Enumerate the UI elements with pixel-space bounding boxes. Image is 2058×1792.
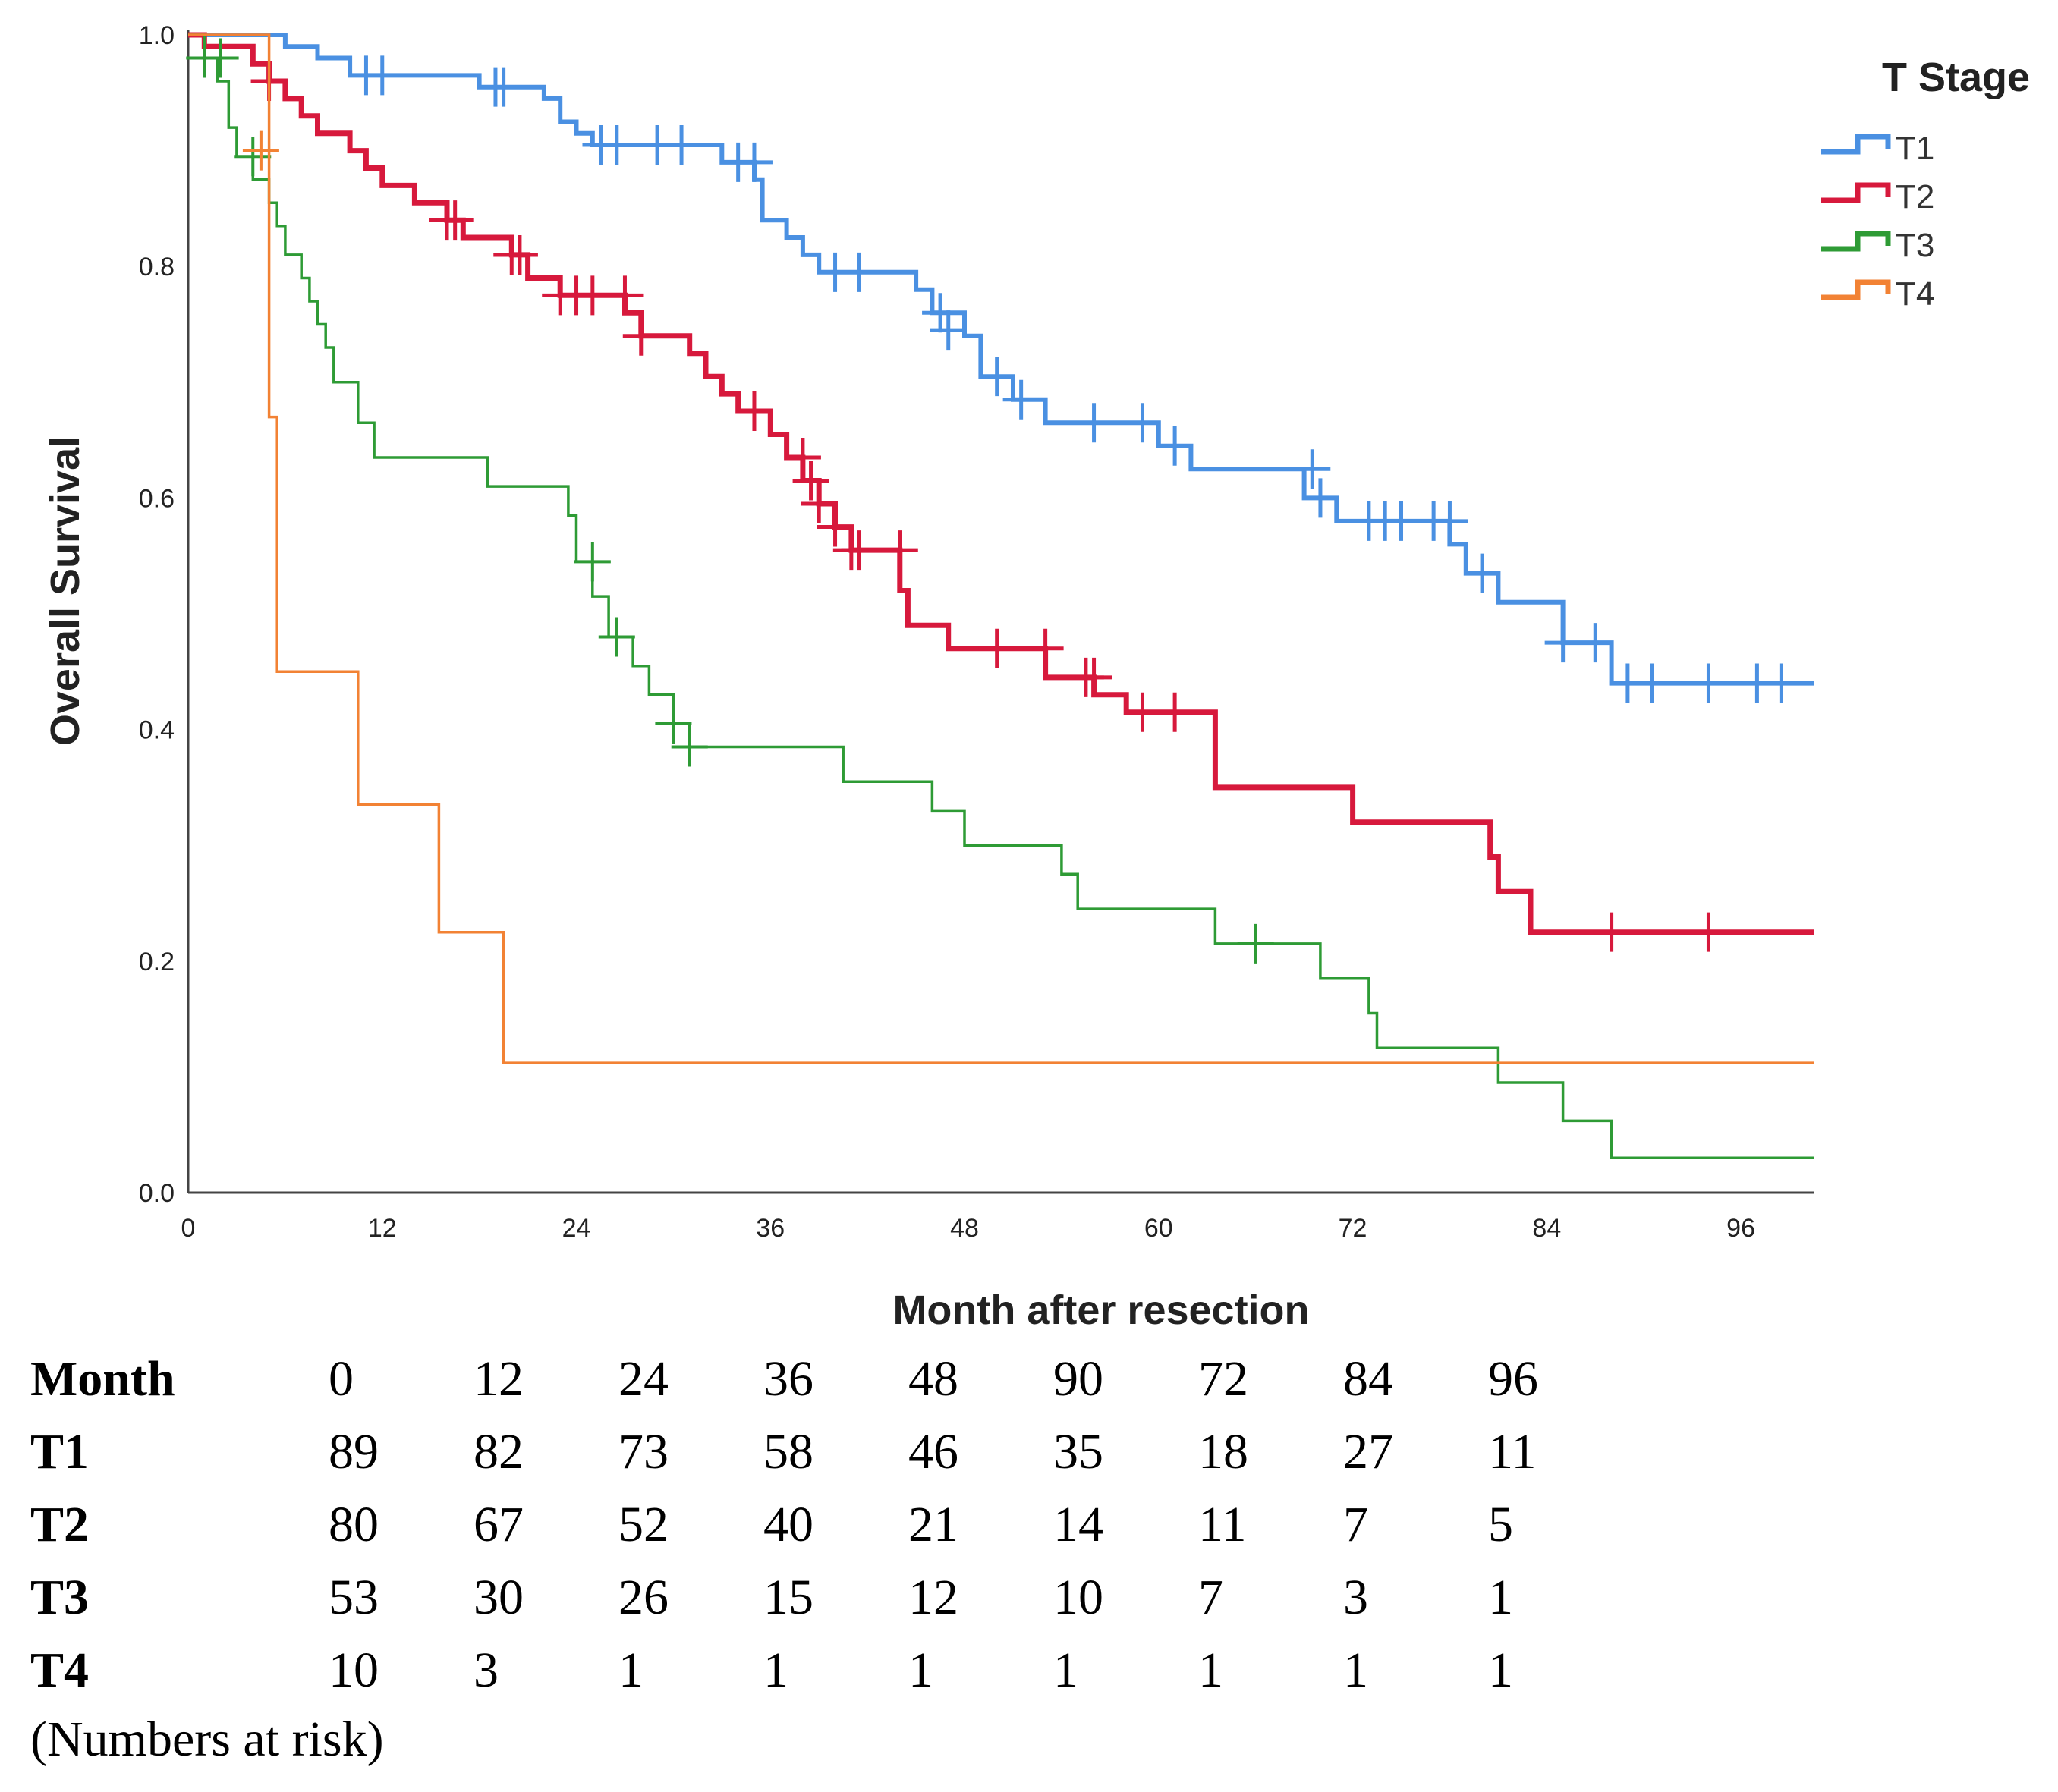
y-axis-title: Overall Survival <box>42 436 88 746</box>
risk-cell: 7 <box>1343 1497 1368 1552</box>
risk-cell: 1 <box>763 1643 788 1698</box>
x-tick-label: 84 <box>1532 1214 1561 1243</box>
risk-cell: 5 <box>1488 1497 1513 1552</box>
risk-cell: 46 <box>908 1424 958 1479</box>
risk-cell: 24 <box>618 1351 669 1407</box>
risk-cell: 36 <box>763 1351 813 1407</box>
km-survival-chart: 0 12 24 36 48 60 72 84 96 0.0 0.2 0.4 0.6 0.8 1.0 T St… <box>42 21 2030 1333</box>
risk-cell: 1 <box>1488 1570 1513 1625</box>
risk-cell: 11 <box>1488 1424 1537 1479</box>
legend-swatch-t4 <box>1821 279 1891 300</box>
legend-swatch-t2 <box>1821 182 1891 203</box>
risk-cell: 10 <box>329 1643 379 1698</box>
legend-label-t1: T1 <box>1896 130 1934 167</box>
risk-cell: 89 <box>329 1424 379 1479</box>
y-tick-label: 0.8 <box>139 253 175 281</box>
legend-label-t2: T2 <box>1896 178 1934 215</box>
risk-cell: 12 <box>908 1570 958 1625</box>
y-tick-label: 0.2 <box>139 948 175 976</box>
x-tick-label: 24 <box>562 1214 591 1243</box>
risk-cell: 72 <box>1198 1351 1248 1407</box>
risk-row-t2: T2 80 67 52 40 21 14 11 7 5 <box>30 1489 1633 1561</box>
x-tick-label: 48 <box>950 1214 979 1243</box>
risk-cell: 30 <box>474 1570 524 1625</box>
risk-cell: 18 <box>1198 1424 1248 1479</box>
legend-label-t4: T4 <box>1896 275 1934 313</box>
risk-cell: 1 <box>908 1643 933 1698</box>
risk-cell: 90 <box>1053 1351 1103 1407</box>
x-tick-label: 96 <box>1726 1214 1755 1243</box>
numbers-at-risk-table: Month 0 12 24 36 48 90 72 84 96 T1 89 82 73 58 46 35 18 27… <box>30 1343 1633 1707</box>
risk-cell: 1 <box>618 1643 644 1698</box>
risk-cell: 58 <box>763 1424 813 1479</box>
risk-cell: 73 <box>618 1424 669 1479</box>
risk-header-row: Month 0 12 24 36 48 90 72 84 96 <box>30 1343 1633 1416</box>
survival-curve-t1 <box>188 33 1814 686</box>
risk-cell: 84 <box>1343 1351 1393 1407</box>
risk-cell: 80 <box>329 1497 379 1552</box>
series-t1 <box>188 33 1814 703</box>
risk-cell: 3 <box>1343 1570 1368 1625</box>
x-tick-label: 0 <box>181 1214 196 1243</box>
survival-curve-t2 <box>188 32 1814 935</box>
risk-cell: 96 <box>1488 1351 1538 1407</box>
risk-cell: 0 <box>329 1351 354 1407</box>
risk-cell: 11 <box>1198 1497 1247 1552</box>
y-tick-label: 0.0 <box>139 1179 175 1208</box>
risk-row-label: Month <box>30 1351 175 1407</box>
risk-cell: 27 <box>1343 1424 1393 1479</box>
risk-cell: 40 <box>763 1497 813 1552</box>
risk-cell: 3 <box>474 1643 499 1698</box>
series-t4 <box>188 33 1814 1064</box>
risk-cell: 1 <box>1053 1643 1078 1698</box>
x-tick-label: 72 <box>1339 1214 1367 1243</box>
survival-curve-t4 <box>188 33 1814 1064</box>
risk-cell: 82 <box>474 1424 524 1479</box>
x-tick-label: 12 <box>368 1214 397 1243</box>
risk-cell: 15 <box>763 1570 813 1625</box>
risk-cell: 1 <box>1343 1643 1368 1698</box>
x-tick-label: 36 <box>756 1214 785 1243</box>
risk-cell: 7 <box>1198 1570 1223 1625</box>
numbers-at-risk-note: (Numbers at risk) <box>30 1712 384 1767</box>
risk-row-t4: T4 10 3 1 1 1 1 1 1 1 <box>30 1634 1633 1707</box>
risk-cell: 21 <box>908 1497 958 1552</box>
x-tick-label: 60 <box>1144 1214 1173 1243</box>
x-axis-title: Month after resection <box>892 1287 1309 1333</box>
risk-cell: 67 <box>474 1497 524 1552</box>
risk-row-label: T2 <box>30 1497 90 1552</box>
y-tick-label: 0.6 <box>139 484 175 513</box>
risk-row-label: T4 <box>30 1643 90 1698</box>
axes: 0 12 24 36 48 60 72 84 96 0.0 0.2 0.4 0.6 0.8 1.0 <box>139 21 1814 1243</box>
y-tick-label: 0.4 <box>139 716 175 745</box>
risk-cell: 1 <box>1198 1643 1223 1698</box>
risk-cell: 10 <box>1053 1570 1103 1625</box>
legend-title: T Stage <box>1882 55 2030 100</box>
legend: T Stage T1 T2 T3 T4 <box>1821 55 2030 313</box>
risk-cell: 52 <box>618 1497 669 1552</box>
series-t3 <box>186 33 1814 1159</box>
legend-swatch-t1 <box>1821 134 1891 155</box>
risk-row-t1: T1 89 82 73 58 46 35 18 27 11 <box>30 1416 1633 1489</box>
risk-row-label: T1 <box>30 1424 90 1479</box>
risk-cell: 35 <box>1053 1424 1103 1479</box>
series-layer <box>186 32 1814 1159</box>
y-tick-label: 1.0 <box>139 21 175 50</box>
risk-cell: 1 <box>1488 1643 1513 1698</box>
risk-cell: 53 <box>329 1570 379 1625</box>
risk-cell: 14 <box>1053 1497 1103 1552</box>
risk-row-label: T3 <box>30 1570 90 1625</box>
risk-cell: 26 <box>618 1570 669 1625</box>
legend-swatch-t3 <box>1821 231 1891 252</box>
series-t2 <box>188 32 1814 952</box>
risk-cell: 48 <box>908 1351 958 1407</box>
risk-row-t3: T3 53 30 26 15 12 10 7 3 1 <box>30 1561 1633 1634</box>
legend-label-t3: T3 <box>1896 227 1934 264</box>
risk-cell: 12 <box>474 1351 524 1407</box>
